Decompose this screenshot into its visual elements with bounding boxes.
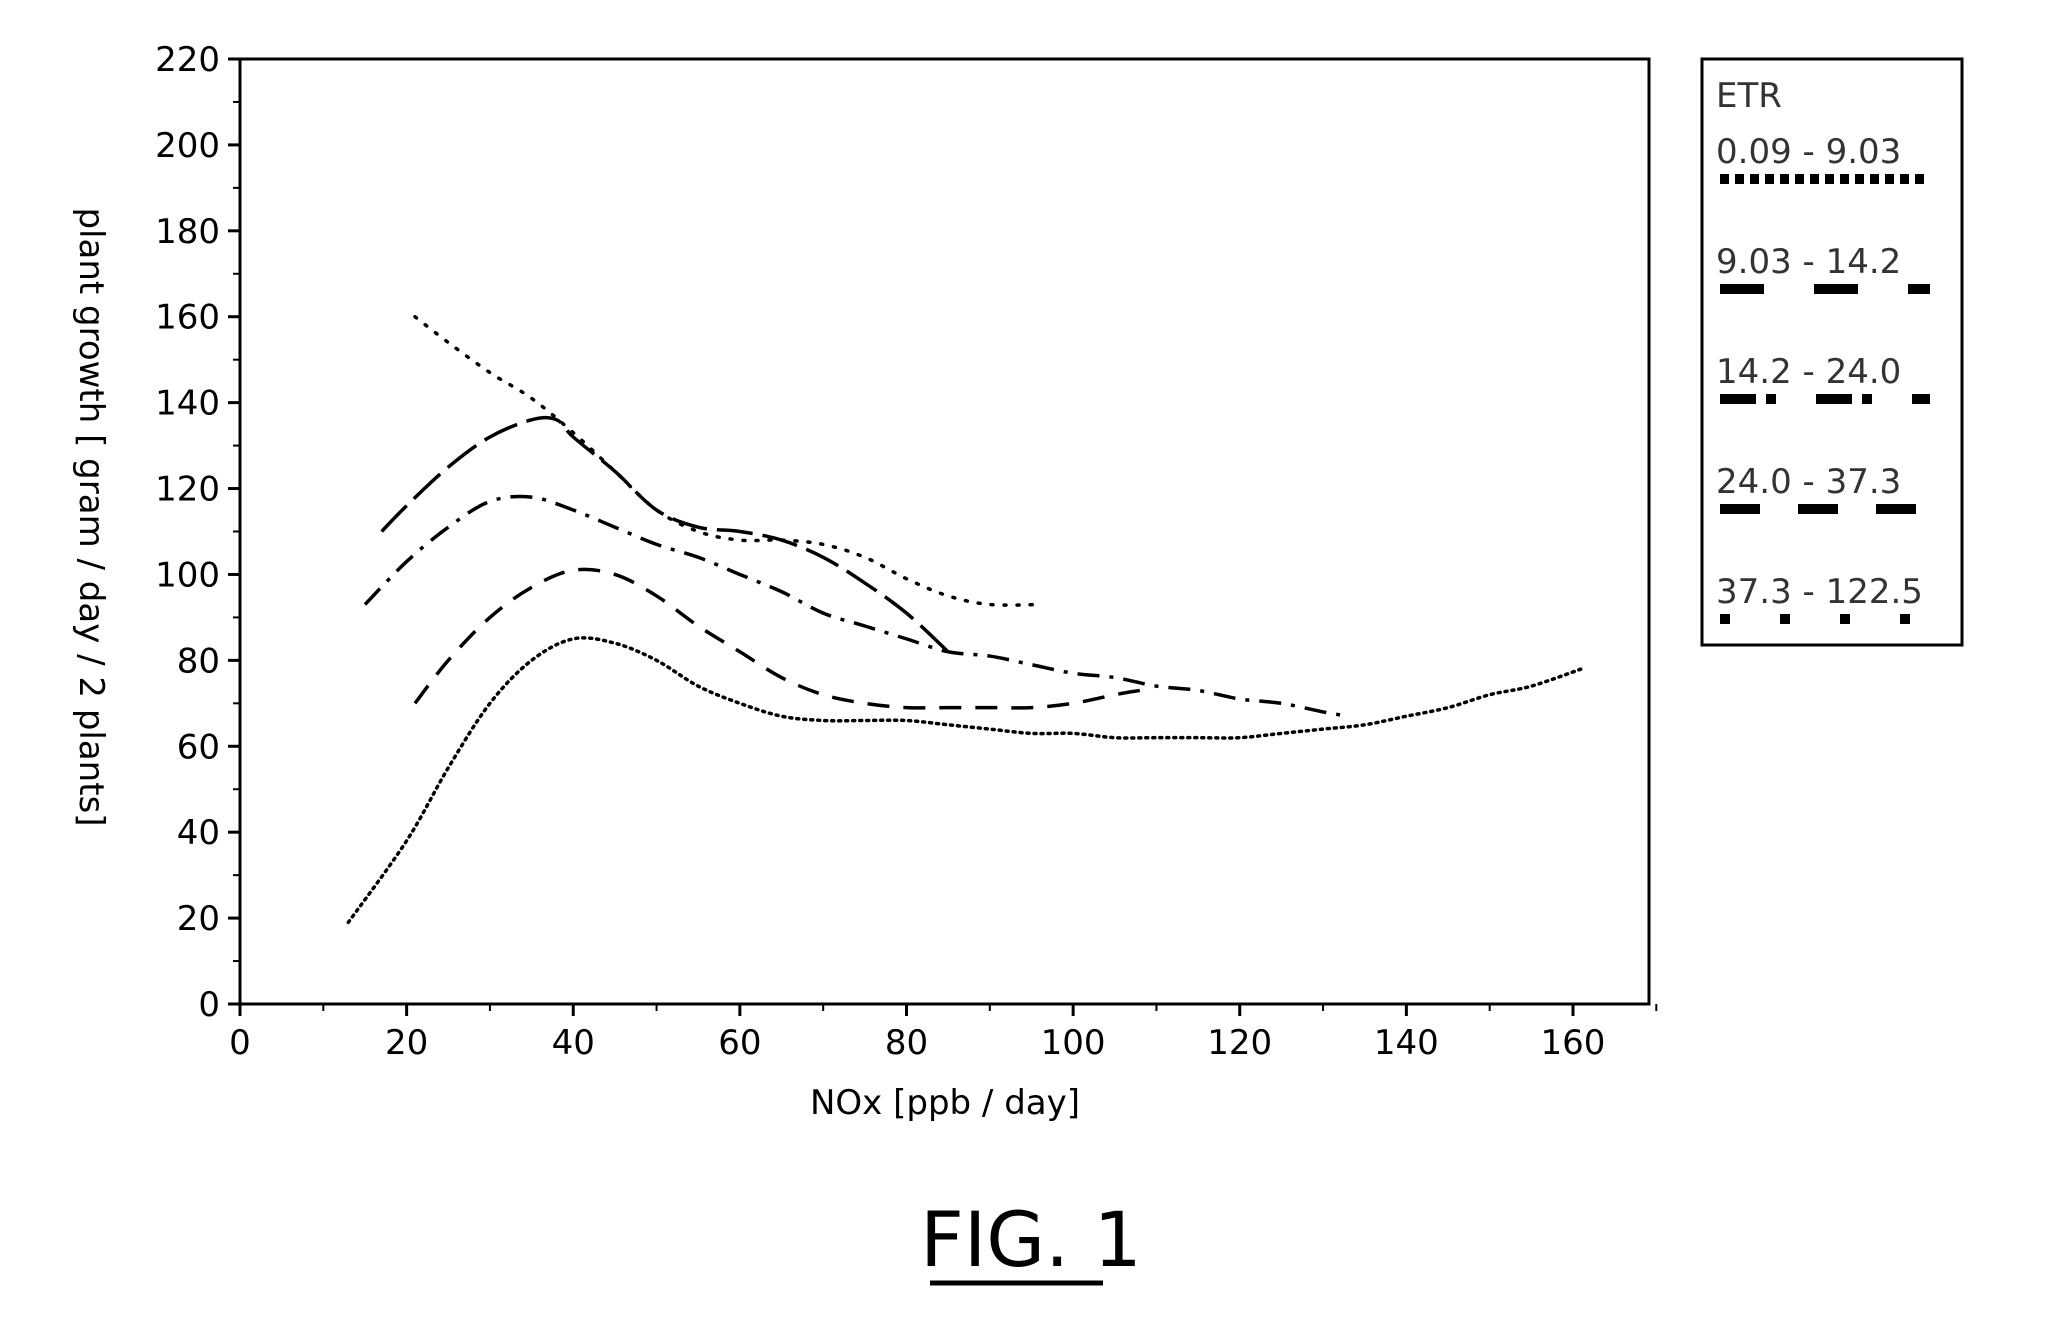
x-axis: 0 20 40 60 80 100 120 140 160 [229, 1004, 1658, 1063]
legend: ETR 0.09 - 9.03 9.03 - 14.2 14.2 - 24.0 24.… [1700, 57, 1964, 647]
y-tick-label: 100 [155, 555, 220, 595]
y-tick-label: 140 [155, 384, 220, 424]
y-axis-label: plant growth [ gram / day / 2 plants] [71, 207, 111, 826]
x-tick-label: 0 [229, 1023, 251, 1063]
series-layer [346, 314, 1584, 925]
series-line-4 [380, 415, 950, 654]
y-tick-label: 200 [155, 126, 220, 166]
y-tick-label: 220 [155, 40, 220, 80]
x-tick-label: 100 [1041, 1023, 1106, 1063]
legend-entries: 0.09 - 9.03 9.03 - 14.2 14.2 - 24.0 24.0 - … [1716, 132, 1930, 624]
y-axis: 0 20 40 60 80 100 120 140 160 180 200 220 [155, 40, 240, 1025]
legend-entry-label: 24.0 - 37.3 [1716, 462, 1901, 502]
legend-entry-label: 14.2 - 24.0 [1716, 352, 1901, 392]
x-tick-label: 120 [1207, 1023, 1272, 1063]
x-tick-label: 20 [385, 1023, 428, 1063]
plot-area-frame [238, 57, 1651, 1006]
y-tick-label: 80 [177, 641, 220, 681]
legend-entry-label: 0.09 - 9.03 [1716, 132, 1901, 172]
legend-entry-label: 9.03 - 14.2 [1716, 242, 1901, 282]
y-tick-label: 180 [155, 212, 220, 252]
legend-title: ETR [1716, 76, 1782, 116]
y-tick-label: 60 [177, 727, 220, 767]
x-tick-label: 80 [885, 1023, 928, 1063]
y-tick-label: 0 [198, 985, 220, 1025]
legend-box [1700, 57, 1964, 647]
series-line-5 [413, 314, 1042, 607]
series-line-3 [363, 494, 1349, 718]
x-axis-label: NOx [ppb / day] [810, 1083, 1080, 1123]
y-tick-label: 120 [155, 470, 220, 510]
figure-label: FIG. 1 [920, 1195, 1142, 1284]
x-tick-label: 140 [1374, 1023, 1439, 1063]
y-tick-label: 20 [177, 899, 220, 939]
x-tick-label: 60 [718, 1023, 761, 1063]
y-tick-label: 160 [155, 298, 220, 338]
series-line-2 [413, 567, 1141, 710]
x-tick-label: 40 [552, 1023, 595, 1063]
legend-entry-label: 37.3 - 122.5 [1716, 572, 1923, 612]
x-tick-label: 160 [1541, 1023, 1606, 1063]
series-line-1 [346, 636, 1584, 925]
y-tick-label: 40 [177, 813, 220, 853]
